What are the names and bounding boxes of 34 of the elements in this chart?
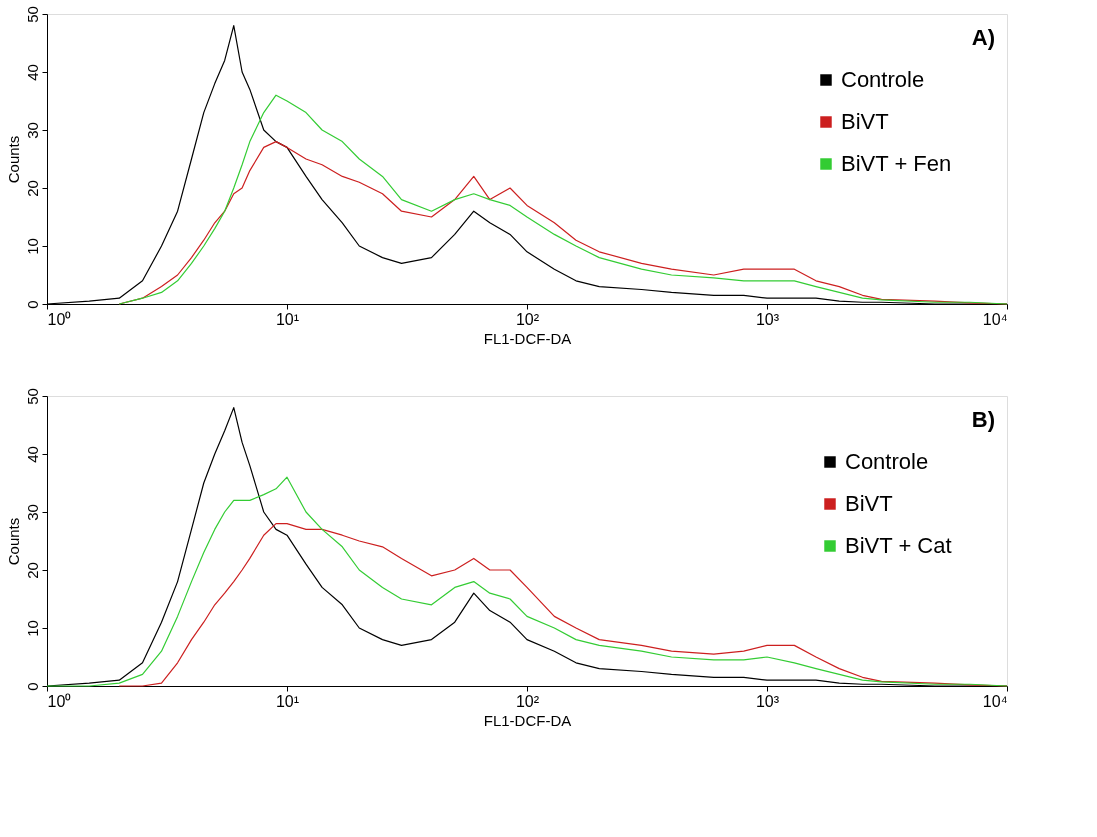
y-tick-label: 10 bbox=[23, 620, 41, 637]
y-tick-label: 20 bbox=[23, 562, 41, 579]
x-tick-label: 10⁴ bbox=[982, 692, 1008, 710]
legend-label: Controle bbox=[845, 449, 929, 474]
annotation: B) bbox=[971, 407, 995, 432]
x-tick-label: 10² bbox=[515, 692, 540, 710]
y-tick-label: 30 bbox=[23, 504, 41, 521]
y-axis-title: Counts bbox=[4, 135, 22, 184]
annotation: A) bbox=[971, 25, 995, 50]
y-tick-label: 0 bbox=[23, 300, 41, 309]
legend-label: Controle bbox=[841, 67, 925, 92]
x-tick-label: 10⁰ bbox=[47, 692, 72, 710]
x-tick-label: 10¹ bbox=[275, 692, 300, 710]
legend-label: BiVT bbox=[845, 491, 893, 516]
y-axis-title: Counts bbox=[4, 517, 22, 566]
y-tick-label: 0 bbox=[23, 682, 41, 691]
y-tick-label: 40 bbox=[23, 446, 41, 463]
legend-label: BiVT + Cat bbox=[845, 533, 952, 558]
y-tick-label: 50 bbox=[23, 6, 41, 23]
y-tick-label: 40 bbox=[23, 64, 41, 81]
y-tick-label: 10 bbox=[23, 238, 41, 255]
x-axis-title: FL1-DCF-DA bbox=[483, 329, 572, 347]
legend-label: BiVT bbox=[841, 109, 889, 134]
x-tick-label: 10² bbox=[515, 310, 540, 328]
y-tick-label: 50 bbox=[23, 388, 41, 405]
y-tick-label: 20 bbox=[23, 180, 41, 197]
x-axis-title: FL1-DCF-DA bbox=[483, 711, 572, 729]
x-tick-label: 10⁰ bbox=[47, 310, 72, 328]
x-tick-label: 10³ bbox=[755, 310, 780, 328]
legend-label: BiVT + Fen bbox=[841, 151, 952, 176]
x-tick-label: 10¹ bbox=[275, 310, 300, 328]
x-tick-label: 10³ bbox=[755, 692, 780, 710]
x-tick-label: 10⁴ bbox=[982, 310, 1008, 328]
y-tick-label: 30 bbox=[23, 122, 41, 139]
